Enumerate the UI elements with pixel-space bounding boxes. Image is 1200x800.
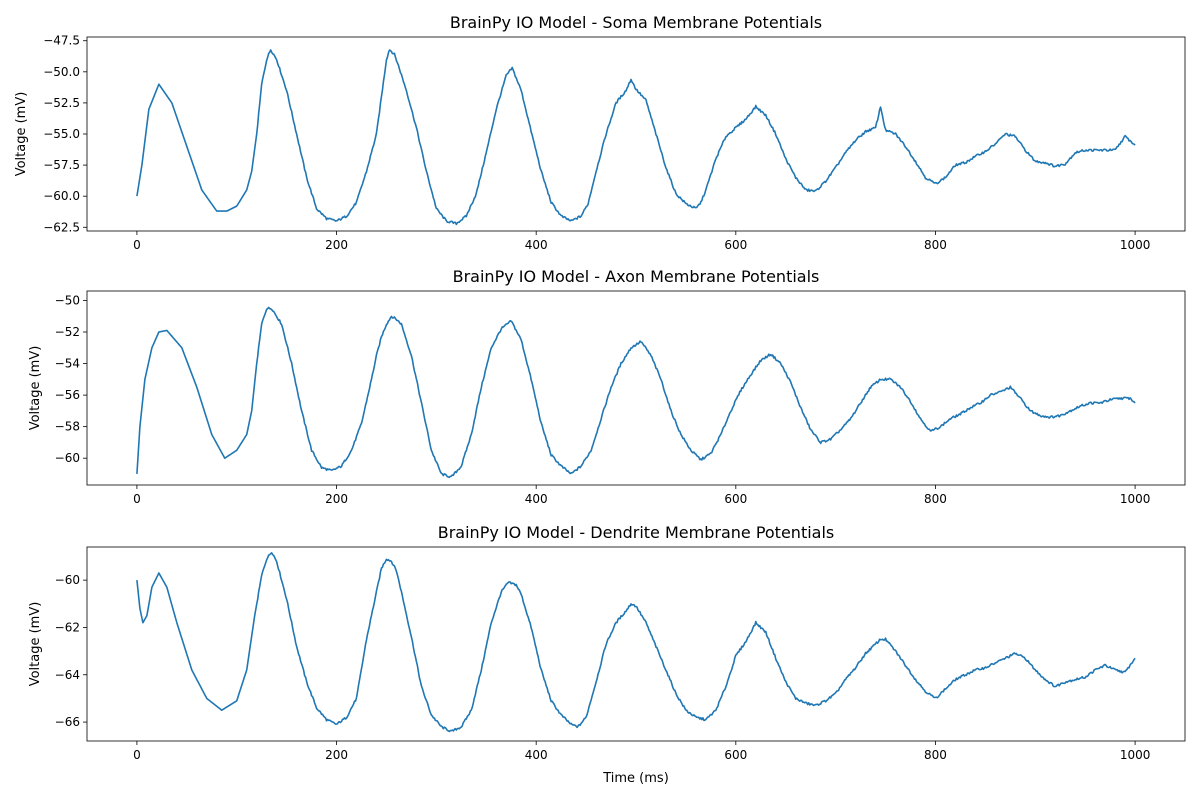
x-tick-label: 0 xyxy=(133,492,141,506)
axes-frame xyxy=(86,290,1186,486)
y-tick-label: −52 xyxy=(55,325,80,339)
x-tick-label: 200 xyxy=(325,238,348,252)
series-line-0 xyxy=(136,306,1136,479)
y-tick-label: −57.5 xyxy=(43,158,80,172)
axes-frame xyxy=(86,36,1186,232)
x-tick-label: 400 xyxy=(525,238,548,252)
x-tick-label: 1000 xyxy=(1120,238,1151,252)
series-line-0 xyxy=(136,49,1136,226)
y-tick-label: −50 xyxy=(55,293,80,307)
y-axis-label: Voltage (mV) xyxy=(14,92,29,177)
x-tick-label: 1000 xyxy=(1120,748,1151,762)
chart-title: BrainPy IO Model - Dendrite Membrane Pot… xyxy=(438,523,835,542)
y-tick-label: −55.0 xyxy=(43,127,80,141)
x-tick-label: 200 xyxy=(325,748,348,762)
x-tick-label: 400 xyxy=(525,748,548,762)
y-tick-label: −54 xyxy=(55,357,80,371)
x-tick-label: 200 xyxy=(325,492,348,506)
y-tick-label: −66 xyxy=(55,715,80,729)
x-axis-label: Time (ms) xyxy=(602,771,669,786)
chart-panel-0: 0 200 400 600 800 1000 −62.5 −60.0 −57.5 −55.0 −52… xyxy=(14,13,1186,252)
x-tick-label: 600 xyxy=(724,238,747,252)
y-tick-label: −60 xyxy=(55,451,80,465)
y-tick-label: −60 xyxy=(55,573,80,587)
x-tick-label: 800 xyxy=(924,492,947,506)
y-tick-label: −58 xyxy=(55,420,80,434)
y-tick-label: −56 xyxy=(55,388,80,402)
y-tick-label: −60.0 xyxy=(43,189,80,203)
y-tick-label: −62.5 xyxy=(43,220,80,234)
x-tick-label: 800 xyxy=(924,748,947,762)
chart-panel-1: 0 200 400 600 800 1000 −60 −58 −56 −54 −52 −50 Brain… xyxy=(28,267,1186,506)
y-tick-label: −64 xyxy=(55,668,80,682)
chart-title: BrainPy IO Model - Soma Membrane Potenti… xyxy=(450,13,822,32)
y-tick-label: −47.5 xyxy=(43,34,80,48)
series-line-0 xyxy=(136,552,1136,733)
y-tick-label: −62 xyxy=(55,620,80,634)
chart-title: BrainPy IO Model - Axon Membrane Potenti… xyxy=(453,267,820,286)
x-tick-label: 600 xyxy=(724,748,747,762)
axes-frame xyxy=(86,546,1186,742)
y-tick-label: −52.5 xyxy=(43,96,80,110)
y-axis-label: Voltage (mV) xyxy=(28,602,43,687)
y-tick-label: −50.0 xyxy=(43,65,80,79)
x-tick-label: 1000 xyxy=(1120,492,1151,506)
y-axis-label: Voltage (mV) xyxy=(28,346,43,431)
x-tick-label: 800 xyxy=(924,238,947,252)
x-tick-label: 0 xyxy=(133,238,141,252)
x-tick-label: 0 xyxy=(133,748,141,762)
x-tick-label: 600 xyxy=(724,492,747,506)
chart-panel-2: 0 200 400 600 800 1000 −66 −64 −62 −60 BrainPy IO … xyxy=(28,523,1186,786)
x-tick-label: 400 xyxy=(525,492,548,506)
